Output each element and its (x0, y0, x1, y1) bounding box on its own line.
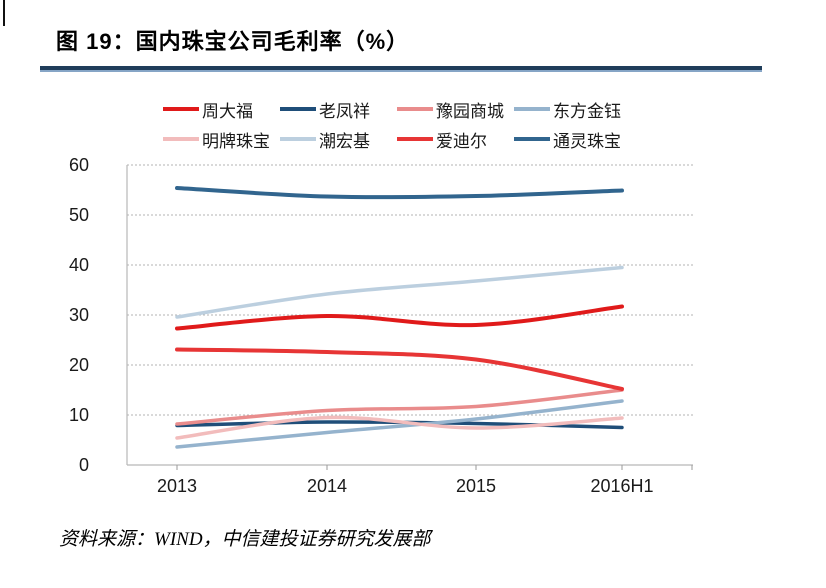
source-note: 资料来源：WIND，中信建投证券研究发展部 (59, 529, 431, 550)
legend-swatch-zhoudafu (163, 107, 199, 111)
series-line-mingpaizhubao (175, 415, 624, 440)
legend-swatch-yuyuanshangcheng (397, 107, 433, 111)
series-line-zhoudafu (175, 304, 624, 331)
legend-label-yuyuanshangcheng: 豫园商城 (436, 101, 504, 121)
legend-swatch-chaohongji (280, 137, 316, 141)
y-tick-label-40: 40 (69, 255, 89, 275)
x-tick-label-2013: 2013 (157, 476, 197, 496)
series-line-yuyuanshangcheng (175, 388, 624, 426)
legend-item-laofengxiang: 老凤祥 (280, 97, 397, 122)
y-tick-label-50: 50 (69, 205, 89, 225)
y-tick-label-0: 0 (79, 455, 89, 475)
y-tick-label-10: 10 (69, 405, 89, 425)
legend-item-zhoudafu: 周大福 (163, 97, 280, 122)
legend-label-dongfangjinyu: 东方金钰 (553, 101, 621, 121)
y-tick-label-20: 20 (69, 355, 89, 375)
legend-item-dongfangjinyu: 东方金钰 (514, 97, 631, 122)
y-tick-label-30: 30 (69, 305, 89, 325)
series-line-aidier (175, 347, 624, 391)
legend-item-chaohongji: 潮宏基 (280, 127, 397, 152)
figure-title: 图 19：国内珠宝公司毛利率（%） (56, 29, 410, 54)
page-border-fragment (3, 0, 5, 26)
legend-item-mingpaizhubao: 明牌珠宝 (163, 127, 280, 152)
x-tick-label-2016H1: 2016H1 (590, 476, 653, 496)
legend-swatch-dongfangjinyu (514, 107, 550, 111)
legend-row-2: 明牌珠宝 潮宏基 爱迪尔 通灵珠宝 (163, 124, 631, 154)
legend-swatch-tonglingzhubao (514, 137, 550, 141)
legend-item-yuyuanshangcheng: 豫园商城 (397, 97, 514, 122)
legend-row-1: 周大福 老凤祥 豫园商城 东方金钰 (163, 94, 631, 124)
chart-legend: 周大福 老凤祥 豫园商城 东方金钰明牌珠宝 潮宏基 爱迪尔 通灵珠宝 (163, 94, 631, 154)
series-line-tonglingzhubao (175, 186, 624, 200)
legend-label-tonglingzhubao: 通灵珠宝 (553, 131, 621, 151)
x-tick-label-2015: 2015 (456, 476, 496, 496)
legend-item-aidier: 爱迪尔 (397, 127, 514, 152)
legend-item-tonglingzhubao: 通灵珠宝 (514, 127, 631, 152)
y-tick-label-60: 60 (69, 155, 89, 175)
legend-swatch-mingpaizhubao (163, 137, 199, 141)
legend-label-zhoudafu: 周大福 (202, 101, 253, 121)
series-line-dongfangjinyu (175, 399, 624, 449)
title-divider-rule (40, 66, 762, 72)
series-line-chaohongji (175, 265, 624, 319)
legend-label-aidier: 爱迪尔 (436, 131, 487, 151)
legend-label-chaohongji: 潮宏基 (319, 131, 370, 151)
legend-swatch-laofengxiang (280, 107, 316, 111)
x-tick-label-2014: 2014 (307, 476, 347, 496)
legend-label-mingpaizhubao: 明牌珠宝 (202, 131, 270, 151)
legend-label-laofengxiang: 老凤祥 (319, 101, 370, 121)
legend-swatch-aidier (397, 137, 433, 141)
